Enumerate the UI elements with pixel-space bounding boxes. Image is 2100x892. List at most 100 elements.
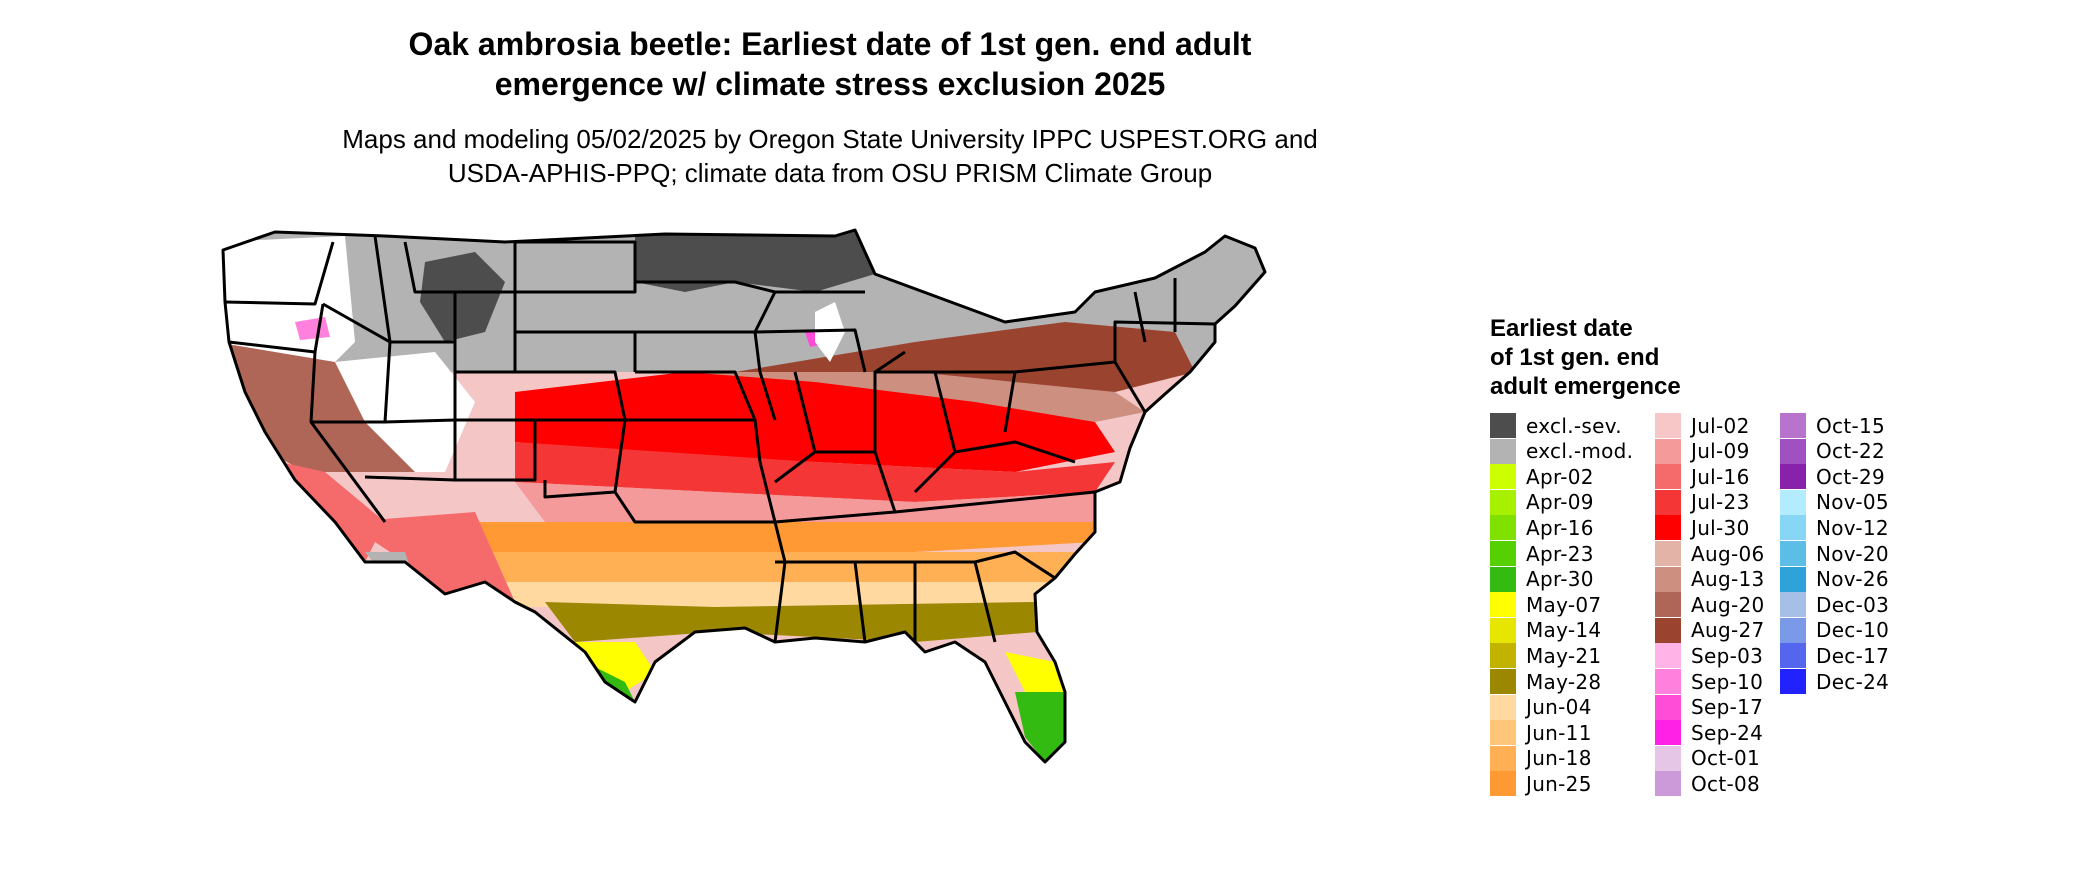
legend-item: Nov-05 bbox=[1780, 489, 1889, 515]
us-map bbox=[215, 222, 1455, 892]
legend-item: Jul-30 bbox=[1655, 515, 1750, 541]
legend-item: Apr-09 bbox=[1490, 489, 1594, 515]
legend-label: excl.-mod. bbox=[1526, 439, 1634, 464]
legend-label: Sep-10 bbox=[1691, 669, 1764, 694]
legend-label: May-14 bbox=[1526, 618, 1602, 643]
legend-swatch bbox=[1780, 464, 1806, 490]
legend-label: Apr-23 bbox=[1526, 541, 1594, 566]
legend-swatch bbox=[1780, 489, 1806, 515]
legend-swatch bbox=[1655, 541, 1681, 566]
legend-swatch bbox=[1655, 515, 1681, 541]
legend-title-line-3: adult emergence bbox=[1490, 373, 1681, 400]
legend-item: Sep-10 bbox=[1655, 669, 1763, 694]
legend-label: Aug-27 bbox=[1691, 618, 1765, 643]
legend-item: May-21 bbox=[1490, 643, 1601, 669]
legend-title: Earliest date of 1st gen. end adult emer… bbox=[1490, 314, 2050, 401]
legend-swatch bbox=[1490, 541, 1516, 566]
legend-swatch bbox=[1490, 617, 1516, 643]
legend-swatch bbox=[1655, 669, 1681, 694]
legend-label: Sep-17 bbox=[1691, 695, 1764, 720]
legend-label: May-07 bbox=[1526, 592, 1602, 617]
legend-label: Oct-01 bbox=[1691, 746, 1761, 771]
legend-item: Jun-25 bbox=[1490, 771, 1592, 797]
legend-swatch bbox=[1655, 771, 1681, 797]
legend-entries: excl.-sev. excl.-mod. Apr-02 Apr-09 Apr-16 Ap… bbox=[1490, 413, 2050, 813]
legend-item: Oct-29 bbox=[1780, 464, 1886, 490]
legend-label: Oct-29 bbox=[1816, 464, 1886, 489]
map-subtitle-line-2: USDA-APHIS-PPQ; climate data from OSU PR… bbox=[447, 158, 1213, 188]
legend-swatch bbox=[1490, 438, 1516, 464]
legend-swatch bbox=[1655, 489, 1681, 515]
map-title-line-1: Oak ambrosia beetle: Earliest date of 1s… bbox=[408, 26, 1252, 62]
legend-swatch bbox=[1655, 745, 1681, 771]
legend-swatch bbox=[1655, 413, 1681, 438]
legend-swatch bbox=[1655, 464, 1681, 490]
zone-excl-sev bbox=[635, 230, 875, 292]
legend-item: May-07 bbox=[1490, 592, 1602, 618]
legend-item: Oct-22 bbox=[1780, 438, 1885, 464]
map-title: Oak ambrosia beetle: Earliest date of 1s… bbox=[240, 24, 1420, 104]
legend-title-line-1: Earliest date bbox=[1490, 315, 1633, 342]
legend-swatch bbox=[1655, 617, 1681, 643]
legend-label: Jul-02 bbox=[1691, 413, 1750, 438]
legend-item: Nov-12 bbox=[1780, 515, 1889, 541]
legend-label: Nov-26 bbox=[1816, 567, 1889, 592]
legend-swatch bbox=[1655, 592, 1681, 618]
legend-label: Jul-09 bbox=[1691, 439, 1750, 464]
legend-label: Apr-09 bbox=[1526, 490, 1594, 515]
legend-label: Oct-08 bbox=[1691, 771, 1761, 796]
legend-swatch bbox=[1490, 771, 1516, 797]
zone-apr-30-fl bbox=[1015, 692, 1065, 762]
legend-item: Dec-24 bbox=[1780, 669, 1889, 694]
legend-swatch bbox=[1490, 694, 1516, 720]
legend-label: Sep-03 bbox=[1691, 643, 1764, 668]
legend-swatch bbox=[1780, 438, 1806, 464]
legend-item: Apr-23 bbox=[1490, 541, 1594, 566]
zone-jun-25 bbox=[475, 522, 1095, 552]
legend-swatch bbox=[1780, 592, 1806, 618]
legend-swatch bbox=[1490, 566, 1516, 592]
legend-label: Jun-11 bbox=[1526, 720, 1592, 745]
legend-item: Dec-03 bbox=[1780, 592, 1889, 618]
legend-swatch bbox=[1490, 720, 1516, 746]
legend-item: excl.-sev. bbox=[1490, 413, 1622, 438]
state-boundaries bbox=[221, 228, 1267, 764]
legend-item: May-28 bbox=[1490, 669, 1601, 694]
legend-item: Sep-03 bbox=[1655, 643, 1764, 669]
legend-label: Aug-13 bbox=[1691, 567, 1765, 592]
legend-swatch bbox=[1780, 566, 1806, 592]
map-subtitle: Maps and modeling 05/02/2025 by Oregon S… bbox=[240, 122, 1420, 190]
legend-swatch bbox=[1490, 489, 1516, 515]
legend-label: Jul-23 bbox=[1691, 490, 1750, 515]
map-title-line-2: emergence w/ climate stress exclusion 20… bbox=[494, 66, 1166, 102]
legend-label: Aug-20 bbox=[1691, 592, 1765, 617]
legend-item: Oct-15 bbox=[1780, 413, 1885, 438]
legend-swatch bbox=[1490, 745, 1516, 771]
legend-label: Nov-12 bbox=[1816, 515, 1889, 540]
legend-item: Nov-26 bbox=[1780, 566, 1889, 592]
map-subtitle-line-1: Maps and modeling 05/02/2025 by Oregon S… bbox=[342, 124, 1318, 154]
legend-label: Apr-16 bbox=[1526, 515, 1594, 540]
legend-item: Jul-09 bbox=[1655, 438, 1750, 464]
legend-swatch bbox=[1655, 438, 1681, 464]
legend-label: Aug-06 bbox=[1691, 541, 1765, 566]
legend-swatch bbox=[1655, 643, 1681, 669]
legend-item: Dec-17 bbox=[1780, 643, 1889, 669]
legend-label: Apr-02 bbox=[1526, 464, 1594, 489]
zone-sw-desert bbox=[345, 512, 515, 602]
legend-item: Jun-04 bbox=[1490, 694, 1592, 720]
legend-label: Apr-30 bbox=[1526, 567, 1594, 592]
legend-label: Sep-24 bbox=[1691, 720, 1764, 745]
legend-item: Jun-18 bbox=[1490, 745, 1592, 771]
legend-label: May-28 bbox=[1526, 669, 1602, 694]
legend-item: Jul-16 bbox=[1655, 464, 1750, 490]
legend-label: Dec-10 bbox=[1816, 618, 1890, 643]
legend-item: May-14 bbox=[1490, 617, 1602, 643]
legend-swatch bbox=[1780, 515, 1806, 541]
legend-item: excl.-mod. bbox=[1490, 438, 1634, 464]
legend-swatch bbox=[1780, 643, 1806, 669]
legend-swatch bbox=[1655, 566, 1681, 592]
legend-swatch bbox=[1780, 617, 1806, 643]
legend-label: Jul-30 bbox=[1691, 515, 1750, 540]
legend-item: Dec-10 bbox=[1780, 617, 1890, 643]
